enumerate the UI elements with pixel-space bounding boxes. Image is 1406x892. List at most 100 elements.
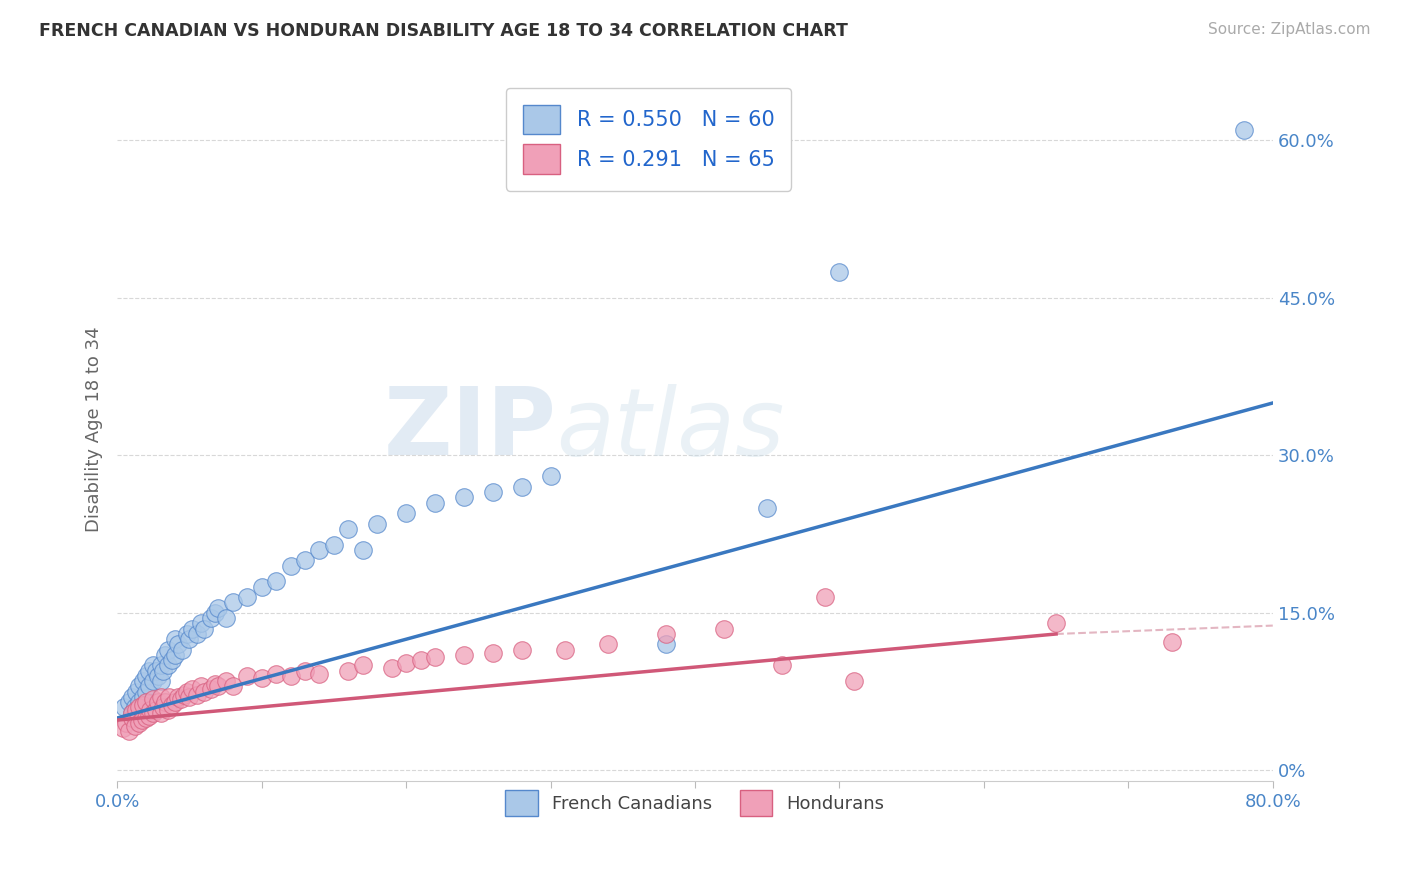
Point <box>112 700 135 714</box>
Point <box>510 480 533 494</box>
Point <box>145 664 167 678</box>
Point <box>121 711 143 725</box>
Point <box>149 658 172 673</box>
Text: Source: ZipAtlas.com: Source: ZipAtlas.com <box>1208 22 1371 37</box>
Point <box>207 600 229 615</box>
Point <box>121 706 143 720</box>
Legend: French Canadians, Hondurans: French Canadians, Hondurans <box>496 781 894 825</box>
Point <box>132 674 155 689</box>
Point <box>200 681 222 696</box>
Point <box>598 638 620 652</box>
Point <box>186 627 208 641</box>
Point <box>128 716 150 731</box>
Point <box>124 719 146 733</box>
Point <box>138 664 160 678</box>
Point <box>153 695 176 709</box>
Point <box>135 669 157 683</box>
Point <box>163 695 186 709</box>
Point <box>138 680 160 694</box>
Point <box>172 642 194 657</box>
Point <box>135 711 157 725</box>
Point <box>128 680 150 694</box>
Point <box>540 469 562 483</box>
Point <box>250 580 273 594</box>
Point <box>236 591 259 605</box>
Point <box>337 522 360 536</box>
Point <box>142 692 165 706</box>
Point <box>163 632 186 647</box>
Point <box>1233 123 1256 137</box>
Point <box>770 658 793 673</box>
Point <box>756 500 779 515</box>
Point <box>124 700 146 714</box>
Point <box>352 543 374 558</box>
Point <box>152 664 174 678</box>
Point <box>153 648 176 662</box>
Point <box>204 606 226 620</box>
Point <box>423 650 446 665</box>
Point <box>207 680 229 694</box>
Point <box>713 622 735 636</box>
Point <box>142 706 165 720</box>
Point <box>156 658 179 673</box>
Point <box>149 706 172 720</box>
Point <box>145 703 167 717</box>
Point <box>190 680 212 694</box>
Y-axis label: Disability Age 18 to 34: Disability Age 18 to 34 <box>86 326 103 532</box>
Point <box>214 674 236 689</box>
Point <box>214 611 236 625</box>
Point <box>152 700 174 714</box>
Point <box>149 674 172 689</box>
Point <box>453 491 475 505</box>
Text: ZIP: ZIP <box>384 384 557 475</box>
Point <box>222 680 245 694</box>
Point <box>128 695 150 709</box>
Point <box>142 674 165 689</box>
Point <box>176 684 198 698</box>
Point <box>111 722 134 736</box>
Point <box>128 700 150 714</box>
Point <box>139 703 162 717</box>
Point <box>138 709 160 723</box>
Point <box>193 622 215 636</box>
Point <box>308 543 330 558</box>
Point <box>131 713 153 727</box>
Point <box>423 496 446 510</box>
Point <box>828 265 851 279</box>
Point <box>1045 616 1067 631</box>
Point <box>554 642 576 657</box>
Point <box>181 681 204 696</box>
Point <box>160 653 183 667</box>
Point <box>204 677 226 691</box>
Point <box>166 690 188 704</box>
Text: FRENCH CANADIAN VS HONDURAN DISABILITY AGE 18 TO 34 CORRELATION CHART: FRENCH CANADIAN VS HONDURAN DISABILITY A… <box>39 22 848 40</box>
Point <box>322 538 344 552</box>
Point <box>236 669 259 683</box>
Point <box>409 653 432 667</box>
Point <box>193 684 215 698</box>
Point <box>132 690 155 704</box>
Point <box>481 485 503 500</box>
Point <box>173 688 195 702</box>
Point <box>135 684 157 698</box>
Point <box>135 695 157 709</box>
Point <box>186 688 208 702</box>
Point <box>222 595 245 609</box>
Point <box>200 611 222 625</box>
Point <box>1160 635 1182 649</box>
Point <box>179 690 201 704</box>
Point <box>132 698 155 713</box>
Point <box>121 706 143 720</box>
Point <box>118 695 141 709</box>
Point <box>156 703 179 717</box>
Point <box>264 574 287 589</box>
Point <box>352 658 374 673</box>
Point <box>170 692 193 706</box>
Point <box>481 646 503 660</box>
Point <box>146 695 169 709</box>
Point <box>181 622 204 636</box>
Point <box>176 627 198 641</box>
Point <box>179 632 201 647</box>
Point <box>655 627 678 641</box>
Point <box>308 666 330 681</box>
